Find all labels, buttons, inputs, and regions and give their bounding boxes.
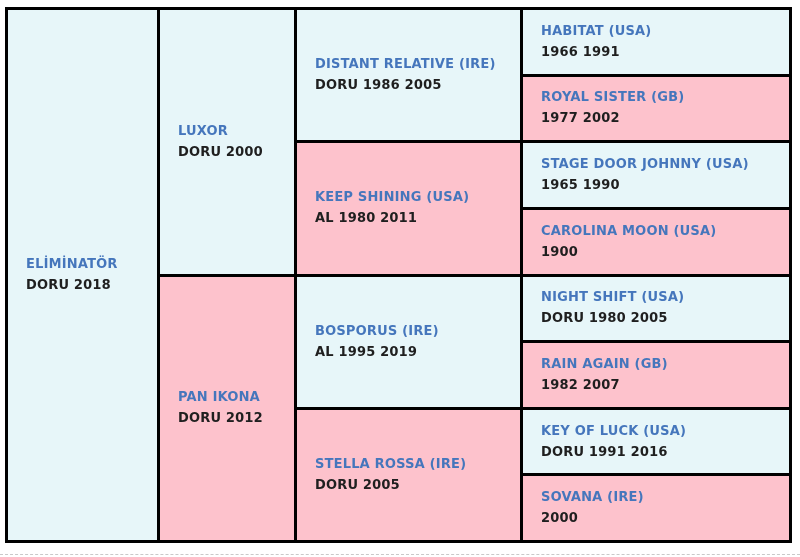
horse-details: AL 1980 2011 — [315, 211, 418, 227]
horse-name-link[interactable]: KEY OF LUCK (USA) — [541, 423, 687, 439]
horse-details: DORU 1991 2016 — [541, 444, 668, 460]
horse-details: 1900 — [541, 244, 578, 260]
horse-name-link[interactable]: LUXOR — [178, 123, 228, 139]
horse-name-link[interactable]: STELLA ROSSA (IRE) — [315, 456, 467, 472]
horse-name-link[interactable]: NIGHT SHIFT (USA) — [541, 290, 685, 306]
horse-details: 1966 1991 — [541, 44, 620, 60]
pedigree-cell-key-of-luck: KEY OF LUCK (USA) DORU 1991 2016 — [523, 409, 789, 474]
horse-details: DORU 2000 — [178, 144, 263, 160]
horse-name-link[interactable]: KEEP SHINING (USA) — [315, 190, 470, 206]
horse-name-link[interactable]: ROYAL SISTER (GB) — [541, 90, 685, 106]
pedigree-table: ELİMİNATÖR DORU 2018 LUXOR DORU 2000 PAN… — [5, 7, 792, 543]
horse-details: DORU 1980 2005 — [541, 311, 668, 327]
horse-details: DORU 1986 2005 — [315, 78, 442, 94]
horse-name-link[interactable]: HABITAT (USA) — [541, 23, 652, 39]
horse-name-link[interactable]: STAGE DOOR JOHNNY (USA) — [541, 157, 749, 173]
pedigree-cell-distant-relative: DISTANT RELATIVE (IRE) DORU 1986 2005 — [297, 10, 520, 141]
pedigree-cell-keep-shining: KEEP SHINING (USA) AL 1980 2011 — [297, 143, 520, 274]
horse-name-link[interactable]: PAN IKONA — [178, 390, 260, 406]
pedigree-cell-pan-ikona: PAN IKONA DORU 2012 — [160, 276, 294, 540]
horse-details: DORU 2018 — [26, 278, 111, 293]
pedigree-cell-luxor: LUXOR DORU 2000 — [160, 10, 294, 274]
pedigree-cell-rain-again: RAIN AGAIN (GB) 1982 2007 — [523, 343, 789, 407]
horse-details: DORU 2012 — [178, 411, 263, 427]
horse-details: 1965 1990 — [541, 178, 620, 194]
pedigree-cell-sovana: SOVANA (IRE) 2000 — [523, 476, 789, 540]
pedigree-cell-bosporus: BOSPORUS (IRE) AL 1995 2019 — [297, 276, 520, 407]
horse-name-link[interactable]: DISTANT RELATIVE (IRE) — [315, 57, 496, 73]
horse-details: DORU 2005 — [315, 477, 400, 493]
pedigree-cell-habitat: HABITAT (USA) 1966 1991 — [523, 10, 789, 74]
pedigree-cell-stage-door-johnny: STAGE DOOR JOHNNY (USA) 1965 1990 — [523, 143, 789, 207]
horse-details: 2000 — [541, 511, 578, 527]
horse-name-link[interactable]: ELİMİNATÖR — [26, 257, 118, 272]
horse-name-link[interactable]: BOSPORUS (IRE) — [315, 323, 439, 339]
horse-details: AL 1995 2019 — [315, 344, 418, 360]
horse-details: 1982 2007 — [541, 377, 620, 393]
horse-name-link[interactable]: SOVANA (IRE) — [541, 490, 644, 506]
horse-name-link[interactable]: CAROLINA MOON (USA) — [541, 223, 717, 239]
pedigree-cell-royal-sister: ROYAL SISTER (GB) 1977 2002 — [523, 76, 789, 141]
page-bottom-divider — [0, 554, 800, 555]
horse-name-link[interactable]: RAIN AGAIN (GB) — [541, 356, 668, 372]
pedigree-cell-stella-rossa: STELLA ROSSA (IRE) DORU 2005 — [297, 409, 520, 540]
pedigree-cell-carolina-moon: CAROLINA MOON (USA) 1900 — [523, 209, 789, 274]
horse-details: 1977 2002 — [541, 111, 620, 127]
pedigree-cell-night-shift: NIGHT SHIFT (USA) DORU 1980 2005 — [523, 276, 789, 341]
pedigree-cell-eliminator: ELİMİNATÖR DORU 2018 — [8, 10, 157, 540]
